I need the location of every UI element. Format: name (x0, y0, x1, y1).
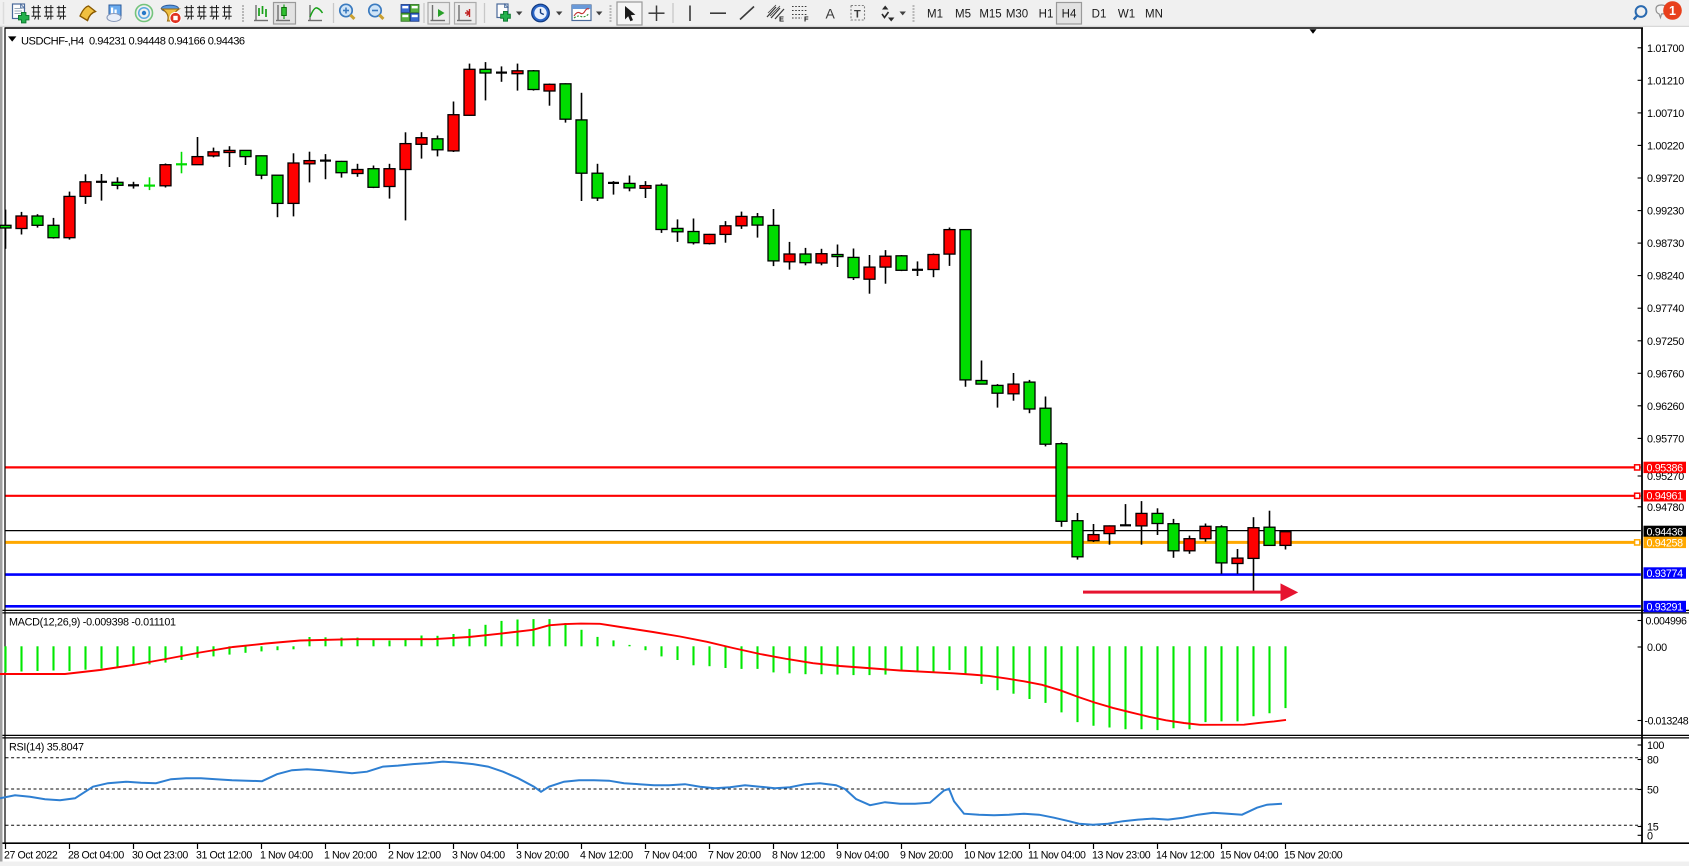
svg-text:1.00220: 1.00220 (1647, 140, 1684, 152)
svg-text:0.99230: 0.99230 (1647, 206, 1684, 218)
svg-text:0.95770: 0.95770 (1647, 433, 1684, 445)
svg-text:0.93774: 0.93774 (1647, 568, 1684, 580)
svg-text:1.01700: 1.01700 (1647, 43, 1684, 55)
svg-text:M30: M30 (1006, 8, 1028, 20)
svg-text:4 Nov 12:00: 4 Nov 12:00 (580, 849, 633, 861)
svg-text:A: A (826, 6, 836, 22)
svg-text:0.98240: 0.98240 (1647, 271, 1684, 283)
svg-text:50: 50 (1647, 785, 1659, 797)
svg-text:7 Nov 04:00: 7 Nov 04:00 (644, 849, 697, 861)
svg-text:1.01210: 1.01210 (1647, 75, 1684, 87)
svg-text:2 Nov 12:00: 2 Nov 12:00 (388, 849, 441, 861)
svg-text:31 Oct 12:00: 31 Oct 12:00 (196, 849, 252, 861)
svg-text:0.94780: 0.94780 (1647, 502, 1684, 514)
svg-text:W1: W1 (1118, 8, 1135, 20)
svg-text:0.96760: 0.96760 (1647, 368, 1684, 380)
svg-text:100: 100 (1647, 740, 1664, 752)
svg-text:0: 0 (1647, 830, 1653, 842)
svg-text:M1: M1 (927, 8, 943, 20)
svg-text:M5: M5 (955, 8, 971, 20)
svg-text:27 Oct 2022: 27 Oct 2022 (4, 849, 58, 861)
svg-text:28 Oct 04:00: 28 Oct 04:00 (68, 849, 124, 861)
svg-text:0.94961: 0.94961 (1647, 491, 1684, 503)
svg-text:8 Nov 12:00: 8 Nov 12:00 (772, 849, 825, 861)
svg-text:0.98730: 0.98730 (1647, 238, 1684, 250)
svg-text:0.95270: 0.95270 (1647, 471, 1684, 483)
svg-text:D1: D1 (1092, 8, 1107, 20)
svg-text:11 Nov 04:00: 11 Nov 04:00 (1028, 849, 1086, 861)
svg-text:0.97740: 0.97740 (1647, 303, 1684, 315)
svg-text:RSI(14) 35.8047: RSI(14) 35.8047 (9, 741, 84, 753)
svg-text:MN: MN (1145, 8, 1163, 20)
svg-text:1: 1 (1669, 4, 1676, 18)
svg-text:MACD(12,26,9) -0.009398 -0.011: MACD(12,26,9) -0.009398 -0.011101 (9, 616, 176, 628)
svg-text:15: 15 (1647, 822, 1659, 834)
svg-text:0.96260: 0.96260 (1647, 401, 1684, 413)
svg-text:15 Nov 20:00: 15 Nov 20:00 (1284, 849, 1343, 861)
svg-text:-0.013248: -0.013248 (1645, 716, 1689, 728)
svg-text:0.97250: 0.97250 (1647, 336, 1684, 348)
svg-text:3 Nov 04:00: 3 Nov 04:00 (452, 849, 505, 861)
svg-text:USDCHF-,H4 0.94231 0.94448 0.: USDCHF-,H4 0.94231 0.94448 0.94166 0.944… (21, 35, 245, 47)
svg-text:0.95386: 0.95386 (1647, 462, 1684, 474)
svg-text:14 Nov 12:00: 14 Nov 12:00 (1156, 849, 1215, 861)
svg-text:1 Nov 04:00: 1 Nov 04:00 (260, 849, 313, 861)
svg-text:0.99720: 0.99720 (1647, 173, 1684, 185)
svg-text:9 Nov 04:00: 9 Nov 04:00 (836, 849, 889, 861)
svg-text:9 Nov 20:00: 9 Nov 20:00 (900, 849, 953, 861)
svg-text:E: E (779, 15, 784, 24)
svg-text:H4: H4 (1062, 8, 1077, 20)
svg-text:0.94436: 0.94436 (1647, 526, 1684, 538)
svg-text:T: T (854, 9, 861, 21)
svg-text:80: 80 (1647, 755, 1659, 767)
svg-text:7 Nov 20:00: 7 Nov 20:00 (708, 849, 761, 861)
svg-text:1.00710: 1.00710 (1647, 108, 1684, 120)
svg-text:0.94258: 0.94258 (1647, 537, 1684, 549)
svg-text:10 Nov 12:00: 10 Nov 12:00 (964, 849, 1023, 861)
svg-text:0.00: 0.00 (1647, 642, 1667, 654)
svg-text:M15: M15 (979, 8, 1001, 20)
svg-text:H1: H1 (1039, 8, 1054, 20)
svg-text:0.004996: 0.004996 (1646, 616, 1687, 628)
svg-text:13 Nov 23:00: 13 Nov 23:00 (1092, 849, 1151, 861)
svg-text:0.93291: 0.93291 (1647, 601, 1684, 613)
svg-text:15 Nov 04:00: 15 Nov 04:00 (1220, 849, 1279, 861)
svg-text:30 Oct 23:00: 30 Oct 23:00 (132, 849, 188, 861)
svg-text:1 Nov 20:00: 1 Nov 20:00 (324, 849, 377, 861)
svg-text:F: F (804, 15, 809, 24)
svg-text:3 Nov 20:00: 3 Nov 20:00 (516, 849, 569, 861)
